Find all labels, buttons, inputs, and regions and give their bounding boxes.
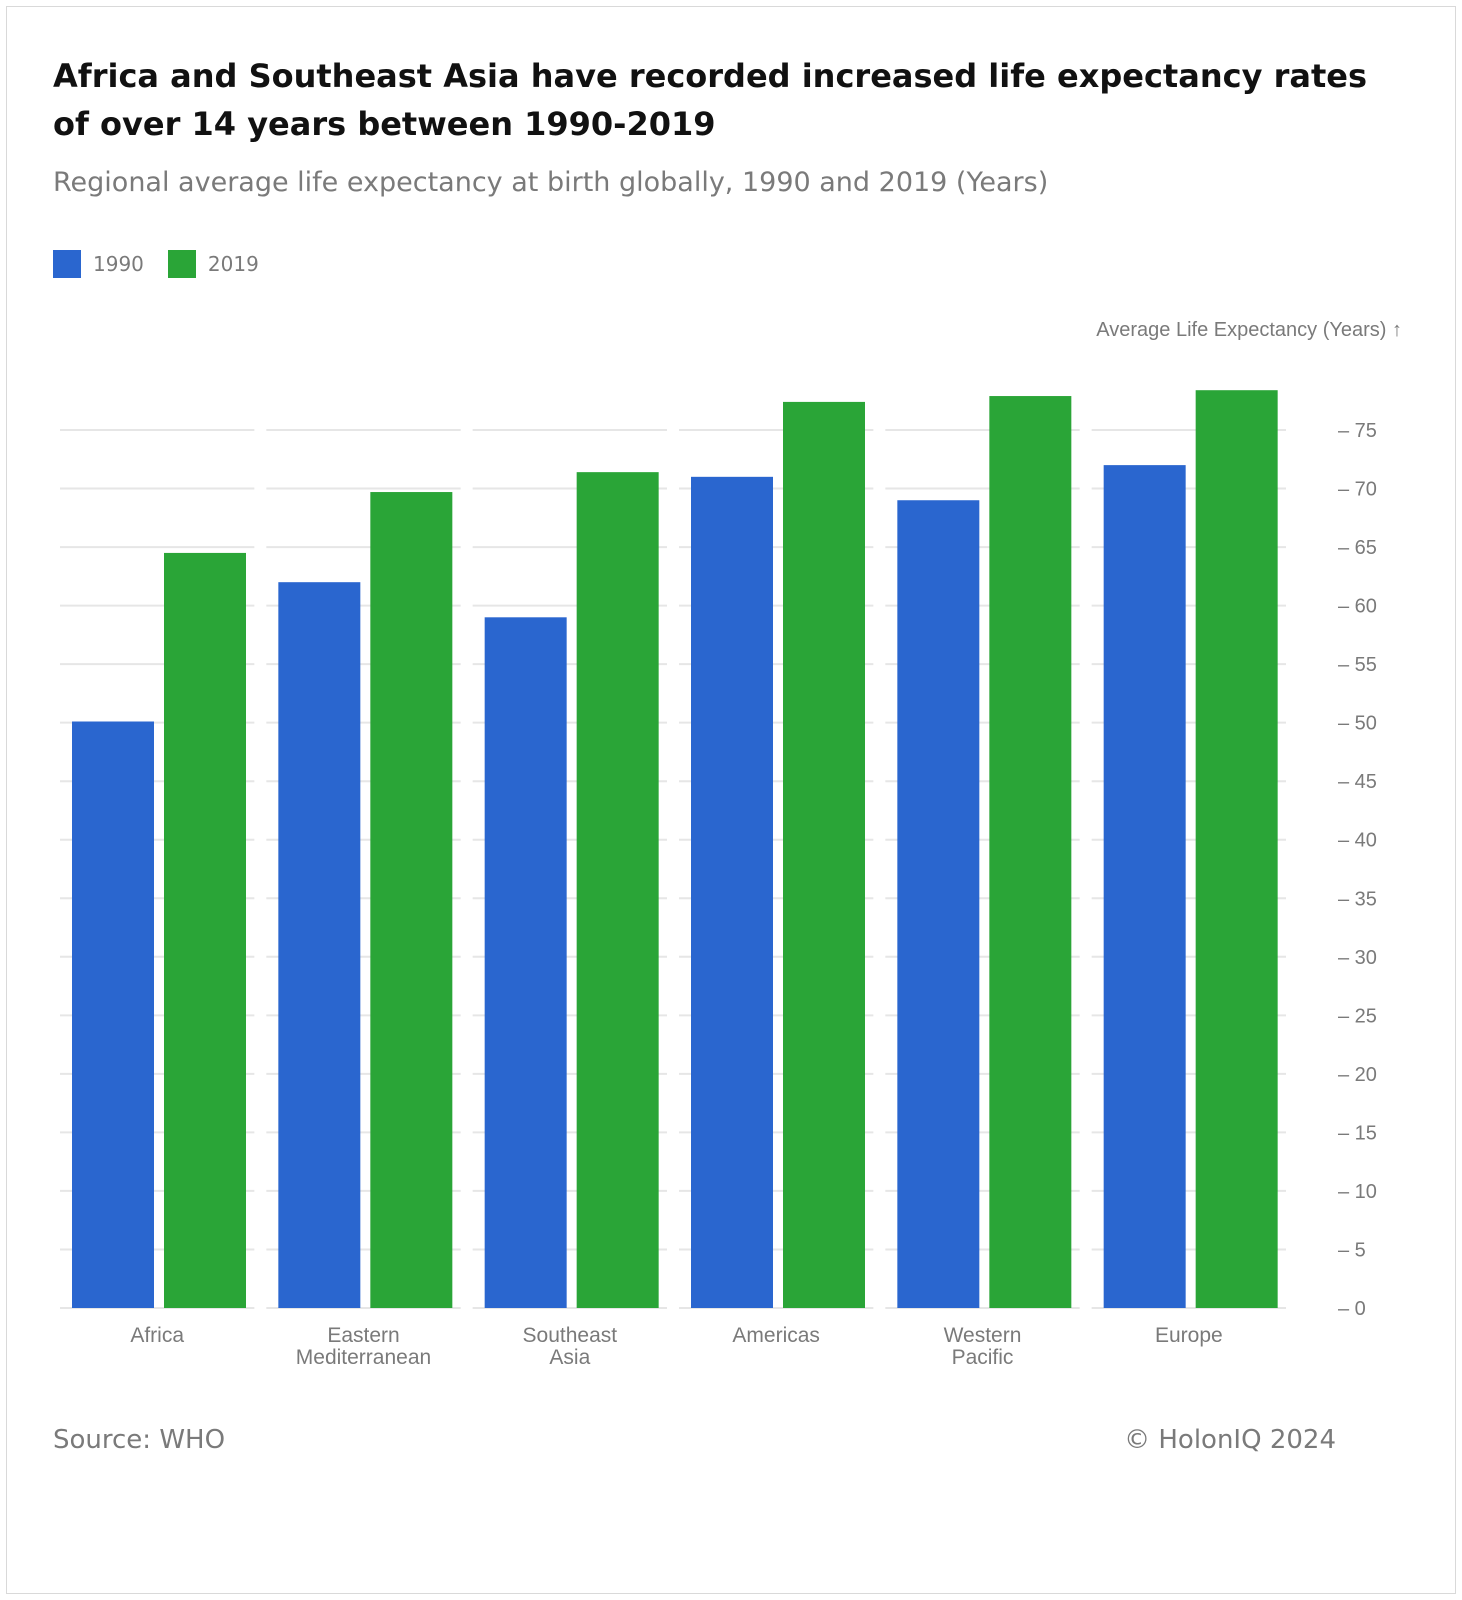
y-tick-label: – 45 <box>1338 771 1377 793</box>
bar-1990-western-pacific <box>897 500 980 1308</box>
y-tick-label: – 25 <box>1338 1005 1377 1027</box>
bar-2019-americas <box>783 401 865 1308</box>
y-tick-label: – 70 <box>1338 479 1377 501</box>
legend-swatch-1990 <box>53 250 81 278</box>
bar-2019-eastern-mediterranean <box>370 492 453 1309</box>
bar-1990-europe <box>1103 465 1186 1308</box>
y-tick-label: – 40 <box>1338 830 1377 852</box>
y-tick-label: – 30 <box>1338 947 1377 969</box>
y-tick-label: – 10 <box>1338 1181 1377 1203</box>
legend-swatch-2019 <box>167 250 196 278</box>
legend-item-2019[interactable]: 2019 <box>167 250 259 278</box>
bar-1990-eastern-mediterranean <box>278 582 361 1308</box>
bar-chart: – 0 – 5 – 10 – 15 – 20 – 25 – 30 – 35 – 40 – 45 – … <box>60 319 1402 1369</box>
chart-title: Africa and Southeast Asia have recorded … <box>53 57 1367 143</box>
bar-1990-africa <box>72 721 154 1308</box>
x-tick-label: Europe <box>1155 1324 1223 1347</box>
chart-legend: 1990 2019 <box>53 250 283 278</box>
y-tick-label: – 0 <box>1338 1298 1366 1320</box>
y-tick-label: – 75 <box>1338 420 1377 442</box>
y-axis-label: Average Life Expectancy (Years) ↑ <box>1096 319 1402 341</box>
x-tick-label: Southeast Asia <box>523 1324 618 1369</box>
y-tick-label: – 5 <box>1338 1239 1366 1261</box>
y-tick-label: – 35 <box>1338 888 1377 910</box>
x-tick-label: Africa <box>130 1324 184 1347</box>
legend-item-1990[interactable]: 1990 <box>53 250 144 278</box>
bar-2019-western-pacific <box>989 396 1072 1308</box>
bar-2019-southeast-asia <box>576 472 659 1308</box>
y-tick-label: – 60 <box>1338 596 1377 618</box>
x-tick-label: Western Pacific <box>944 1324 1022 1369</box>
copyright-note: © HolonIQ 2024 <box>1124 1425 1336 1455</box>
y-tick-label: – 65 <box>1338 537 1377 559</box>
source-note: Source: WHO <box>53 1425 226 1455</box>
legend-label-2019: 2019 <box>207 252 259 276</box>
chart-subtitle: Regional average life expectancy at birt… <box>53 167 1049 198</box>
legend-label-1990: 1990 <box>93 252 144 276</box>
bar-1990-americas <box>691 476 773 1308</box>
y-tick-label: – 55 <box>1338 654 1377 676</box>
bar-2019-europe <box>1195 390 1278 1308</box>
x-tick-label: Americas <box>732 1324 820 1347</box>
bar-1990-southeast-asia <box>484 617 567 1308</box>
y-tick-label: – 15 <box>1338 1122 1377 1144</box>
x-tick-label: Eastern Mediterranean <box>296 1324 431 1369</box>
y-tick-label: – 20 <box>1338 1064 1377 1086</box>
bar-2019-africa <box>164 552 246 1308</box>
y-tick-label: – 50 <box>1338 713 1377 735</box>
